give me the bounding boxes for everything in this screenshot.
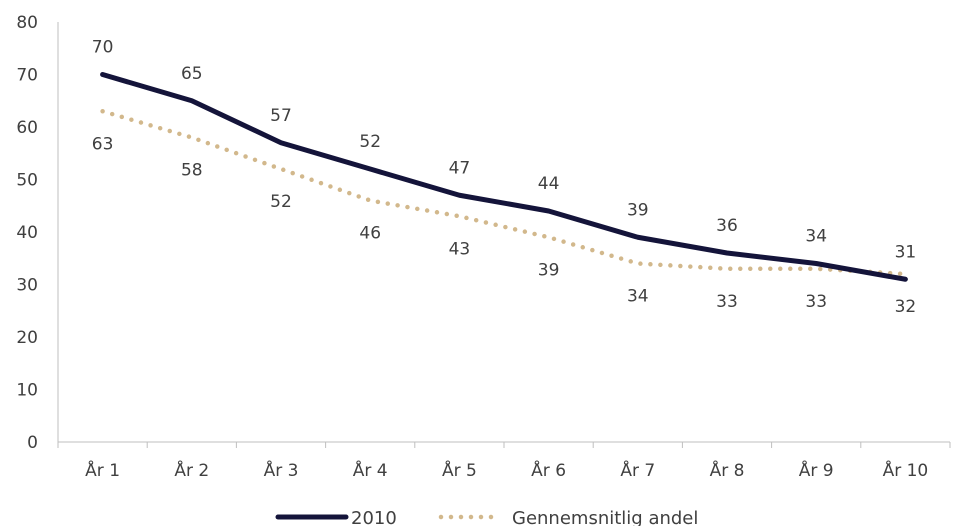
x-tick-label: År 4 xyxy=(353,459,388,481)
data-label-2010: 34 xyxy=(805,227,827,247)
data-label-2010: 39 xyxy=(627,200,649,220)
series-line-2010 xyxy=(100,72,908,282)
data-label-average: 33 xyxy=(716,292,738,312)
data-label-average: 43 xyxy=(449,239,471,259)
legend-label-2010: 2010 xyxy=(351,508,397,526)
y-tick-label: 30 xyxy=(16,276,38,296)
data-label-average: 46 xyxy=(359,224,381,244)
data-label-2010: 65 xyxy=(181,64,203,84)
y-tick-label: 20 xyxy=(16,328,38,348)
x-tick-label: År 5 xyxy=(442,459,477,481)
data-label-average: 32 xyxy=(895,297,917,317)
data-label-2010: 36 xyxy=(716,216,738,236)
data-label-2010: 44 xyxy=(538,174,560,194)
x-tick-label: År 1 xyxy=(85,459,120,481)
x-tick-label: År 9 xyxy=(799,459,834,481)
y-tick-label: 60 xyxy=(16,118,38,138)
data-label-2010: 47 xyxy=(449,158,471,178)
x-tick-label: År 10 xyxy=(883,459,929,481)
x-tick-label: År 8 xyxy=(710,459,745,481)
data-label-2010: 31 xyxy=(895,242,917,262)
data-label-average: 58 xyxy=(181,161,203,181)
data-label-average: 39 xyxy=(538,260,560,280)
y-tick-label: 50 xyxy=(16,171,38,191)
data-label-2010: 70 xyxy=(92,38,114,58)
y-tick-label: 10 xyxy=(16,381,38,401)
data-labels: 70 65 57 52 47 44 39 36 34 31 63 58 52 46 43 39 34 33 33 32 xyxy=(92,38,916,318)
y-tick-label: 80 xyxy=(16,13,38,33)
x-tick-label: År 2 xyxy=(174,459,209,481)
y-tick-label: 40 xyxy=(16,223,38,243)
data-label-2010: 57 xyxy=(270,106,292,126)
data-label-2010: 52 xyxy=(359,132,381,152)
x-tick-label: År 6 xyxy=(531,459,566,481)
legend: 2010 Gennemsnitlig andel xyxy=(275,508,698,529)
data-label-average: 52 xyxy=(270,192,292,212)
x-tick-label: År 7 xyxy=(620,459,655,481)
y-axis-ticks: 0 10 20 30 40 50 60 70 80 xyxy=(16,13,38,453)
data-label-average: 34 xyxy=(627,287,649,307)
legend-label-average: Gennemsnitlig andel xyxy=(512,508,698,526)
x-tick-label: År 3 xyxy=(264,459,299,481)
series-line-average xyxy=(100,109,908,277)
x-axis-ticks: År 1 År 2 År 3 År 4 År 5 År 6 År 7 År 8 År 9 År 1… xyxy=(57,442,951,481)
data-label-average: 63 xyxy=(92,134,114,154)
y-tick-label: 0 xyxy=(27,433,38,453)
data-label-average: 33 xyxy=(805,292,827,312)
y-tick-label: 70 xyxy=(16,66,38,86)
series-lines xyxy=(100,72,908,282)
